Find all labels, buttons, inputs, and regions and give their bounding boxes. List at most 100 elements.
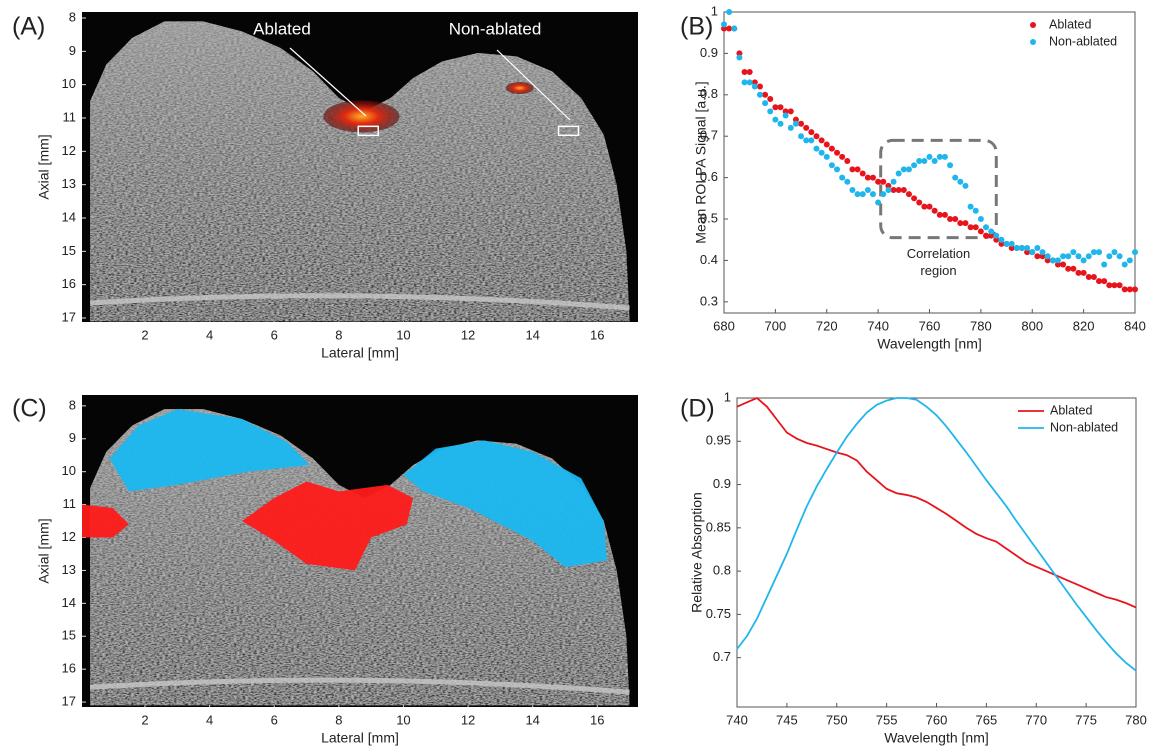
annotation: Non-ablated [449, 19, 542, 38]
y-axis-label: Axial [mm] [36, 518, 52, 583]
data-point [746, 79, 753, 86]
data-point [947, 216, 954, 223]
data-point [1029, 249, 1036, 256]
data-point [962, 182, 969, 189]
y-tick-label: 1 [711, 3, 718, 18]
data-point [916, 199, 923, 206]
data-point [787, 108, 794, 115]
data-point [1126, 286, 1133, 293]
data-point [952, 216, 959, 223]
x-tick-label: 14 [525, 327, 539, 342]
segment-ablated [241, 481, 414, 571]
data-point [828, 162, 835, 169]
y-tick-label: 0.7 [713, 649, 731, 664]
y-tick-label: 17 [62, 309, 76, 324]
data-point [1049, 257, 1056, 264]
pa-hotspot [505, 82, 534, 94]
data-point [859, 191, 866, 198]
data-point [869, 174, 876, 181]
legend-label: Non-ablated [1050, 420, 1118, 434]
y-axis-label: Relative Absorption [689, 492, 705, 613]
data-point [936, 153, 943, 160]
y-tick-label: 9 [69, 430, 76, 445]
data-point [782, 108, 789, 115]
data-point [998, 236, 1005, 243]
data-point [972, 207, 979, 214]
data-point [1044, 253, 1051, 260]
data-point [751, 79, 758, 86]
x-tick-label: 765 [976, 712, 998, 727]
data-point [1101, 261, 1108, 268]
y-tick-label: 0.3 [700, 293, 718, 308]
x-tick-label: 740 [726, 712, 748, 727]
x-tick-label: 6 [271, 327, 278, 342]
x-tick-label: 720 [816, 318, 838, 333]
data-point [726, 25, 733, 32]
data-point [844, 158, 851, 165]
data-point [762, 91, 769, 98]
x-tick-label: 760 [919, 318, 941, 333]
segment-non-ablated [403, 440, 607, 568]
data-point [756, 83, 763, 90]
x-axis-label: Wavelength [nm] [877, 336, 982, 352]
y-tick-label: 11 [63, 496, 77, 511]
x-tick-label: 8 [335, 327, 342, 342]
x-axis-label: Lateral [mm] [321, 345, 399, 361]
data-point [726, 9, 733, 15]
data-point [1080, 269, 1087, 276]
data-point [900, 166, 907, 173]
data-point [957, 178, 964, 185]
data-point [926, 153, 933, 160]
data-point [839, 153, 846, 160]
y-tick-label: 0.9 [713, 476, 731, 491]
data-point [834, 149, 841, 156]
arrow [496, 49, 571, 121]
pa-hotspot [323, 100, 400, 133]
data-point [736, 54, 743, 61]
data-point [1008, 244, 1015, 251]
y-tick-label: 0.8 [713, 563, 731, 578]
y-tick-label: 0.95 [706, 433, 731, 448]
data-point [813, 145, 820, 152]
data-point [931, 158, 938, 165]
data-point [921, 203, 928, 210]
x-tick-label: 12 [461, 712, 475, 727]
tissue-boundary [89, 293, 630, 311]
x-axis-label: Lateral [mm] [321, 730, 399, 746]
data-point [983, 232, 990, 239]
data-point [916, 158, 923, 165]
data-point [854, 191, 861, 198]
data-point [772, 116, 779, 123]
data-point [890, 178, 897, 185]
data-point [998, 240, 1005, 247]
data-point [983, 224, 990, 231]
data-point [1008, 240, 1015, 247]
legend-label: Non-ablated [1049, 34, 1117, 48]
y-tick-label: 0.85 [706, 519, 731, 534]
y-tick-label: 12 [62, 529, 76, 544]
y-tick-label: 16 [62, 661, 76, 676]
data-point [1090, 249, 1097, 256]
x-tick-label: 14 [525, 712, 539, 727]
data-point [869, 191, 876, 198]
data-point [926, 203, 933, 210]
data-point [967, 224, 974, 231]
data-point [823, 141, 830, 148]
segment-ablated [82, 504, 129, 538]
data-point [808, 137, 815, 144]
data-point [895, 170, 902, 177]
x-tick-label: 800 [1021, 318, 1043, 333]
legend-marker [1030, 39, 1036, 45]
x-tick-label: 12 [461, 327, 475, 342]
data-point [1101, 278, 1108, 285]
correlation-box [879, 138, 998, 240]
data-point [931, 207, 938, 214]
y-tick-label: 17 [62, 694, 76, 709]
data-point [885, 187, 892, 194]
data-point [967, 203, 974, 210]
data-point [736, 50, 743, 57]
data-point [1039, 253, 1046, 260]
y-tick-label: 0.7 [700, 128, 718, 143]
x-axis-label: Wavelength [nm] [884, 730, 989, 746]
